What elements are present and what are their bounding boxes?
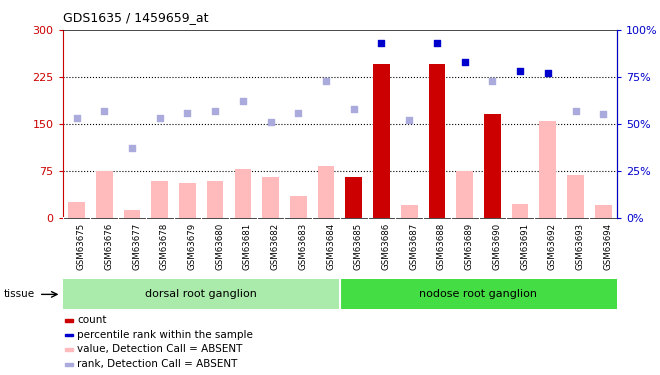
Text: GSM63693: GSM63693 — [576, 222, 585, 270]
Bar — [68, 202, 85, 217]
Text: GSM63686: GSM63686 — [381, 222, 391, 270]
Bar — [234, 169, 251, 217]
Bar — [373, 64, 390, 218]
Bar — [484, 114, 501, 218]
Text: GSM63691: GSM63691 — [520, 222, 529, 270]
Text: GSM63682: GSM63682 — [271, 222, 280, 270]
Bar — [65, 320, 73, 322]
Text: GSM63689: GSM63689 — [465, 222, 474, 270]
Bar — [456, 171, 473, 217]
Point — [293, 110, 304, 116]
Point — [376, 40, 387, 46]
Point — [210, 108, 220, 114]
Text: percentile rank within the sample: percentile rank within the sample — [77, 330, 253, 340]
Bar — [512, 204, 529, 218]
Text: dorsal root ganglion: dorsal root ganglion — [145, 290, 257, 299]
Text: GSM63692: GSM63692 — [548, 222, 557, 270]
Point — [348, 106, 359, 112]
Text: GSM63683: GSM63683 — [298, 222, 308, 270]
Bar — [595, 205, 612, 218]
Text: GSM63685: GSM63685 — [354, 222, 363, 270]
Point — [459, 59, 470, 65]
Bar — [340, 279, 617, 309]
Bar — [65, 334, 73, 336]
Bar — [539, 121, 556, 218]
Bar — [317, 166, 335, 218]
Bar — [207, 181, 224, 218]
Point — [182, 110, 193, 116]
Text: GSM63687: GSM63687 — [409, 222, 418, 270]
Point — [570, 108, 581, 114]
Text: GSM63677: GSM63677 — [132, 222, 141, 270]
Bar — [567, 175, 584, 217]
Text: tissue: tissue — [3, 290, 34, 299]
Text: GSM63675: GSM63675 — [77, 222, 86, 270]
Point — [404, 117, 414, 123]
Point — [598, 111, 609, 117]
Bar — [151, 181, 168, 218]
Text: GSM63688: GSM63688 — [437, 222, 446, 270]
Bar — [345, 177, 362, 218]
Point — [238, 98, 248, 104]
Text: GDS1635 / 1459659_at: GDS1635 / 1459659_at — [63, 11, 208, 24]
Point — [432, 40, 442, 46]
Text: GSM63678: GSM63678 — [160, 222, 169, 270]
Text: GSM63690: GSM63690 — [492, 222, 502, 270]
Bar — [123, 210, 141, 218]
Text: rank, Detection Call = ABSENT: rank, Detection Call = ABSENT — [77, 359, 238, 369]
Bar — [179, 183, 196, 218]
Bar — [290, 196, 307, 217]
Text: GSM63681: GSM63681 — [243, 222, 252, 270]
Text: count: count — [77, 315, 107, 326]
Bar — [65, 363, 73, 366]
Point — [265, 119, 276, 125]
Text: GSM63680: GSM63680 — [215, 222, 224, 270]
Bar — [401, 205, 418, 218]
Text: GSM63694: GSM63694 — [603, 222, 612, 270]
Point — [515, 68, 525, 74]
Text: value, Detection Call = ABSENT: value, Detection Call = ABSENT — [77, 345, 243, 354]
Bar — [65, 348, 73, 351]
Bar — [428, 64, 446, 218]
Point — [543, 70, 553, 76]
Point — [487, 78, 498, 84]
Text: GSM63676: GSM63676 — [104, 222, 114, 270]
Text: GSM63684: GSM63684 — [326, 222, 335, 270]
Point — [321, 78, 331, 84]
Text: nodose root ganglion: nodose root ganglion — [420, 290, 537, 299]
Text: GSM63679: GSM63679 — [187, 222, 197, 270]
Point — [99, 108, 110, 114]
Point — [71, 115, 82, 121]
Point — [127, 145, 137, 151]
Point — [154, 115, 165, 121]
Bar — [96, 171, 113, 217]
Bar — [63, 279, 340, 309]
Bar — [262, 177, 279, 218]
